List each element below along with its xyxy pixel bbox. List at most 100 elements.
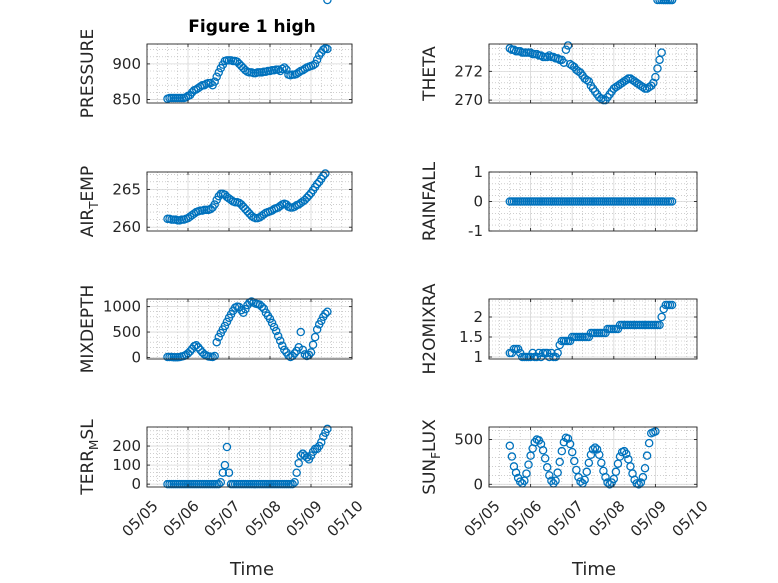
subplot-pressure: 850 900 PRESSURE [78,29,353,118]
y-label-main: RAINFALL [420,161,440,241]
y-axis-label: H2OMIXRA [420,283,440,374]
data-point [580,475,589,485]
data-point [288,351,297,361]
data-point [214,68,223,77]
data-point [642,451,652,460]
data-point [294,68,303,77]
data-point [534,348,544,358]
data-point [513,344,523,354]
data-point [206,78,215,88]
data-point [292,468,301,477]
data-point [273,331,283,341]
data-point [271,326,281,336]
y-tick-label: 0 [131,348,141,366]
data-point [515,477,525,486]
y-label-main: SUN [420,459,440,495]
y-tick-label: 0 [473,193,483,211]
y-tick-label: 1 [473,163,483,181]
data-point [310,59,320,69]
data-point [653,64,662,73]
data-point [278,64,287,74]
data-point [280,63,289,72]
y-tick-label: 100 [112,456,141,474]
x-tick-label: 05/05 [460,497,503,540]
data-point [586,450,596,460]
data-point [622,449,631,459]
data-point [536,51,546,60]
y-label-main: MIXDEPTH [78,285,98,374]
data-point [601,472,610,482]
data-point [319,45,328,54]
subplot-rainfall: -1 0 1 RAINFALL [420,161,698,241]
data-point [655,320,664,330]
axes-box [146,43,353,104]
data-point [582,75,592,85]
data-point [267,318,277,328]
data-point [507,452,517,461]
data-point [216,477,226,487]
data-point [667,0,677,5]
data-point [526,352,535,362]
data-point [224,468,234,477]
data-point [241,304,250,314]
data-point [540,454,550,463]
y-tick-label: 272 [454,62,483,80]
subplot-air_temp: 260 265 AIRTEMP [78,0,353,237]
data-point [316,316,326,326]
data-point [308,340,318,350]
y-tick-label: 1.5 [459,328,483,346]
data-point [644,438,654,448]
x-tick-label: 05/07 [200,497,243,540]
y-label-main: THETA [420,46,440,102]
data-point [310,332,320,342]
data-point [282,65,291,74]
data-point [323,44,332,54]
data-point [312,55,322,64]
data-point [308,61,318,70]
data-point [210,200,219,209]
y-label-main: H2OMIXRA [420,283,440,374]
y-label-rest: LUX [420,419,440,452]
data-point [594,450,604,460]
y-axis-label: RAINFALL [420,161,440,241]
y-axis-label: TERRMSL [78,419,101,496]
y-label-main: TERR [78,450,98,496]
y-tick-label: 265 [112,180,141,198]
x-tick-label: 05/08 [241,497,284,540]
y-axis-label: AIRTEMP [78,166,101,237]
data-point [542,52,552,62]
x-axis-label-left: Time [229,559,274,580]
y-tick-label: 200 [112,437,141,455]
data-point [667,197,677,206]
data-point [553,468,562,477]
data-point [212,337,221,347]
y-tick-label: 0 [473,475,483,493]
y-label-rest: EMP [78,166,98,202]
data-point [323,424,332,434]
data-point [290,477,299,487]
data-point [667,300,677,310]
x-tick-label: 05/10 [668,497,711,540]
data-point [522,469,531,478]
y-label-rest: SL [78,419,98,440]
data-point [551,352,560,362]
x-tick-label: 05/07 [544,497,587,540]
data-point [657,48,666,57]
subplot-theta: 270 272 THETA [420,0,698,109]
data-point [597,94,606,103]
data-point [185,347,195,356]
x-tick-label: 05/08 [585,497,628,540]
y-tick-label: 260 [112,218,141,236]
data-point [511,468,521,477]
data-point [312,325,322,334]
data-point [290,349,299,358]
x-tick-label: 05/06 [502,497,545,540]
y-tick-label: 850 [112,90,141,108]
data-point [588,445,598,454]
data-point [545,352,554,362]
data-point [193,343,203,352]
y-label-subscript: T [87,201,101,210]
data-point [638,472,648,482]
data-point [524,460,533,469]
data-point [505,441,515,451]
